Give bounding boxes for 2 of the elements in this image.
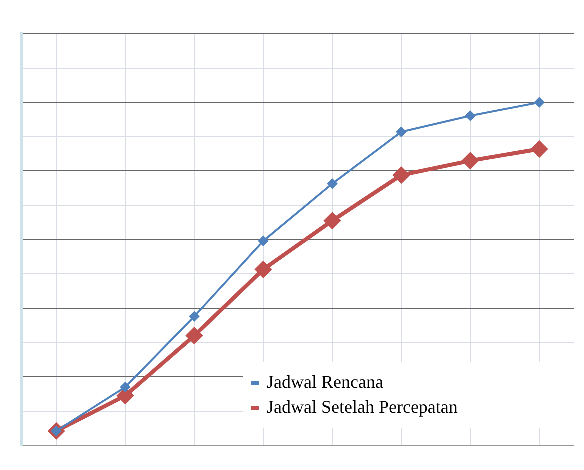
legend-label: Jadwal Setelah Percepatan [267, 397, 458, 418]
legend-label: Jadwal Rencana [267, 372, 384, 393]
